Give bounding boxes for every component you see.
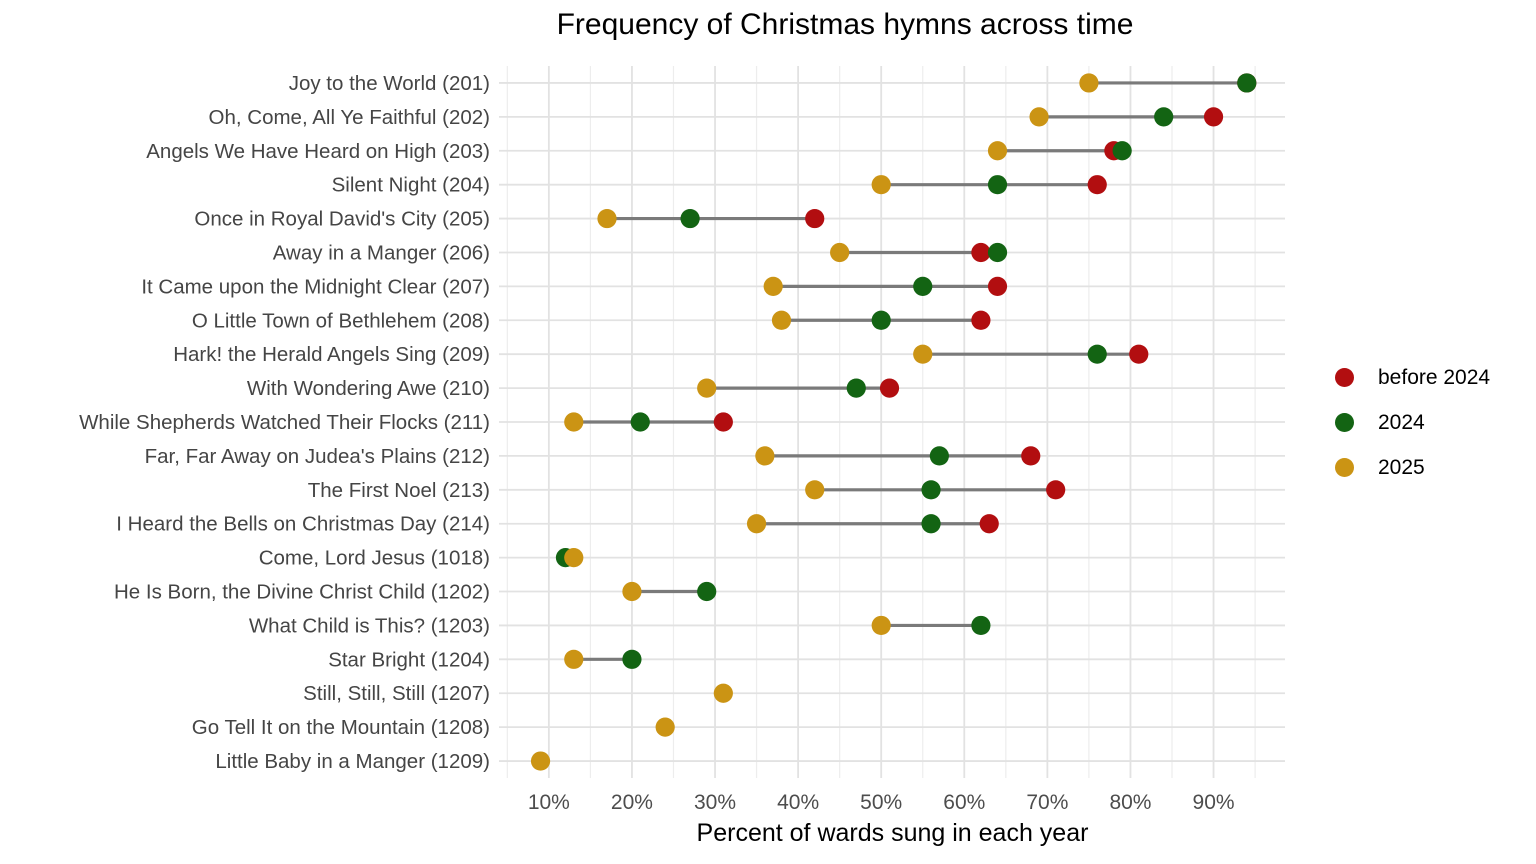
y-axis-label: I Heard the Bells on Christmas Day (214) xyxy=(116,513,490,536)
data-point-2025 xyxy=(530,751,551,771)
y-axis-label: Angels We Have Heard on High (203) xyxy=(146,140,490,163)
data-point-before-2024 xyxy=(1203,107,1224,127)
legend: before 2024 2024 2025 xyxy=(1322,355,1532,490)
data-point-before-2024 xyxy=(713,412,733,432)
data-point-2024 xyxy=(971,615,991,636)
legend-entry: before 2024 xyxy=(1322,355,1532,400)
data-point-2024 xyxy=(846,378,866,398)
data-point-2025 xyxy=(1029,107,1049,127)
y-axis-label: Joy to the World (201) xyxy=(289,72,490,95)
data-point-before-2024 xyxy=(805,208,825,229)
data-point-2025 xyxy=(913,344,933,364)
legend-entry: 2024 xyxy=(1322,400,1532,445)
data-point-2024 xyxy=(921,514,941,534)
y-axis-label: Little Baby in a Manger (1209) xyxy=(215,750,490,773)
x-axis-tick-label: 10% xyxy=(528,791,570,814)
legend-label: 2025 xyxy=(1378,455,1425,479)
y-axis-label: O Little Town of Bethlehem (208) xyxy=(192,309,490,332)
data-point-before-2024 xyxy=(879,378,900,398)
y-axis-label: Far, Far Away on Judea's Plains (212) xyxy=(145,445,490,468)
x-axis-tick-label: 40% xyxy=(777,791,819,814)
y-axis-label: Oh, Come, All Ye Faithful (202) xyxy=(209,106,490,129)
data-point-2024 xyxy=(987,175,1008,195)
data-point-2024 xyxy=(622,649,642,669)
data-point-2024 xyxy=(1237,73,1257,93)
data-point-2025 xyxy=(655,717,675,737)
data-point-before-2024 xyxy=(1087,175,1107,195)
data-point-2024 xyxy=(913,276,933,296)
y-axis-label: Hark! the Herald Angels Sing (209) xyxy=(173,343,490,366)
data-point-2025 xyxy=(871,615,891,636)
data-point-2025 xyxy=(1079,73,1099,93)
data-point-2025 xyxy=(987,141,1008,161)
x-axis-tick-label: 80% xyxy=(1109,791,1151,814)
x-axis-tick-label: 50% xyxy=(860,791,902,814)
y-axis-label: The First Noel (213) xyxy=(308,479,490,502)
x-axis-tick-label: 70% xyxy=(1026,791,1068,814)
data-point-2025 xyxy=(564,412,584,432)
data-point-before-2024 xyxy=(1129,344,1149,364)
data-point-2024 xyxy=(697,581,717,602)
y-axis-label: Silent Night (204) xyxy=(332,174,490,197)
data-point-2024 xyxy=(630,412,650,432)
data-point-2025 xyxy=(622,581,642,602)
x-axis-tick-label: 90% xyxy=(1193,791,1235,814)
data-point-2024 xyxy=(680,208,700,229)
data-point-before-2024 xyxy=(987,276,1008,296)
data-point-2025 xyxy=(755,446,775,466)
data-point-2025 xyxy=(597,208,617,229)
chart-title: Frequency of Christmas hymns across time xyxy=(556,8,1134,41)
data-point-2025 xyxy=(771,310,792,330)
y-axis-label: While Shepherds Watched Their Flocks (21… xyxy=(79,411,490,434)
data-point-2025 xyxy=(763,276,783,296)
data-point-2025 xyxy=(805,480,825,500)
data-point-2024 xyxy=(987,242,1008,263)
data-point-2025 xyxy=(697,378,717,398)
data-point-2024 xyxy=(929,446,949,466)
y-axis-label: With Wondering Awe (210) xyxy=(247,377,490,400)
data-point-2025 xyxy=(564,548,584,568)
data-point-before-2024 xyxy=(971,242,991,263)
data-point-2024 xyxy=(1087,344,1107,364)
y-axis-label: What Child is This? (1203) xyxy=(249,614,490,637)
y-axis-label: Still, Still, Still (1207) xyxy=(303,682,490,705)
y-axis-label: Once in Royal David's City (205) xyxy=(194,208,490,231)
y-axis-label: Come, Lord Jesus (1018) xyxy=(259,547,490,570)
data-point-2025 xyxy=(746,514,767,534)
x-axis-tick-label: 60% xyxy=(943,791,985,814)
y-axis-label: Star Bright (1204) xyxy=(328,648,490,671)
legend-entry: 2025 xyxy=(1322,445,1532,490)
data-point-2024 xyxy=(1112,141,1132,161)
data-point-2024 xyxy=(871,310,891,330)
data-point-2024 xyxy=(921,480,941,500)
legend-swatch-icon xyxy=(1335,413,1354,432)
data-point-2024 xyxy=(1154,107,1174,127)
data-point-before-2024 xyxy=(971,310,991,330)
data-point-2025 xyxy=(830,242,850,263)
legend-swatch-icon xyxy=(1335,368,1354,387)
data-point-2025 xyxy=(564,649,584,669)
x-axis-tick-label: 30% xyxy=(694,791,736,814)
x-axis-tick-label: 20% xyxy=(611,791,653,814)
data-point-before-2024 xyxy=(979,514,999,534)
data-point-before-2024 xyxy=(1021,446,1041,466)
legend-label: before 2024 xyxy=(1378,365,1491,389)
legend-label: 2024 xyxy=(1378,410,1425,434)
y-axis-label: It Came upon the Midnight Clear (207) xyxy=(141,275,490,298)
y-axis-label: He Is Born, the Divine Christ Child (120… xyxy=(114,581,490,604)
data-point-before-2024 xyxy=(1046,480,1066,500)
y-axis-label: Away in a Manger (206) xyxy=(273,241,490,264)
legend-swatch-icon xyxy=(1335,458,1354,477)
x-axis-title: Percent of wards sung in each year xyxy=(696,819,1089,847)
data-point-2025 xyxy=(871,175,891,195)
y-axis-label: Go Tell It on the Mountain (1208) xyxy=(192,716,490,739)
data-point-2025 xyxy=(713,683,733,703)
